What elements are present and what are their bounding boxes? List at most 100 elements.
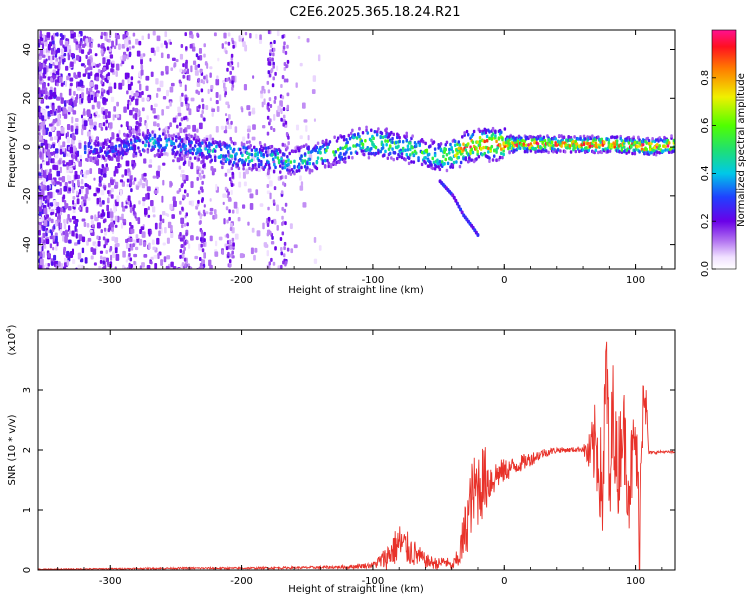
- heatmap-cell: [215, 144, 218, 149]
- heatmap-cell: [542, 135, 546, 140]
- heatmap-cell: [176, 157, 181, 163]
- heatmap-cell: [242, 145, 245, 150]
- heatmap-cell: [79, 40, 82, 47]
- heatmap-cell: [268, 261, 272, 266]
- heatmap-cell: [281, 221, 284, 226]
- page-title: C2E6.2025.365.18.24.R21: [289, 5, 460, 20]
- heatmap-cell: [72, 145, 76, 152]
- heatmap-cell: [448, 151, 451, 155]
- heatmap-cell: [311, 89, 316, 95]
- heatmap-cell: [208, 144, 211, 149]
- heatmap-cell: [99, 201, 103, 207]
- heatmap-cell: [276, 156, 280, 160]
- heatmap-cell: [248, 140, 251, 144]
- heatmap-cell: [165, 42, 168, 49]
- heatmap-cell: [414, 151, 418, 155]
- heatmap-cell: [200, 229, 204, 234]
- heatmap-cell: [476, 140, 479, 144]
- heatmap-cell: [189, 43, 193, 49]
- heatmap-cell: [55, 189, 60, 193]
- heatmap-cell: [109, 54, 114, 59]
- snr-y-label: SNR (10 * v/v): [7, 414, 18, 485]
- heatmap-cell: [45, 94, 48, 100]
- heatmap-cell: [90, 255, 94, 260]
- heatmap-cell: [156, 114, 160, 120]
- heatmap-cell: [105, 119, 109, 124]
- heatmap-cell: [308, 168, 312, 172]
- heatmap-cell: [284, 120, 288, 125]
- heatmap-cell: [280, 251, 283, 256]
- heatmap-cell: [375, 132, 379, 137]
- heatmap-cell: [633, 140, 637, 145]
- heatmap-cell: [105, 249, 108, 254]
- heatmap-cell: [59, 187, 63, 195]
- heatmap-cell: [97, 104, 101, 109]
- heatmap-cell: [199, 69, 203, 74]
- heatmap-cell: [42, 178, 47, 185]
- heatmap-cell: [223, 218, 226, 225]
- heatmap-cell: [439, 142, 443, 146]
- heatmap-cell: [269, 118, 272, 123]
- heatmap-cell: [313, 118, 316, 122]
- heatmap-cell: [101, 209, 105, 214]
- heatmap-cell: [78, 235, 83, 241]
- heatmap-cell: [199, 175, 202, 181]
- heatmap-cell: [280, 157, 283, 161]
- heatmap-cell: [110, 187, 114, 193]
- heatmap-cell: [53, 254, 57, 261]
- heatmap-cell: [179, 248, 183, 253]
- heatmap-cell: [641, 142, 645, 147]
- heatmap-cell: [260, 153, 263, 158]
- heatmap-cell: [119, 163, 122, 168]
- heatmap-cell: [121, 43, 126, 49]
- heatmap-cell: [203, 75, 206, 80]
- heatmap-cell: [188, 108, 192, 116]
- heatmap-cell: [46, 185, 50, 192]
- heatmap-cell: [295, 169, 299, 173]
- heatmap-cell: [247, 221, 250, 226]
- heatmap-cell: [664, 148, 667, 152]
- heatmap-cell: [153, 190, 158, 195]
- heatmap-cell: [50, 218, 54, 224]
- colorbar-gradient: [711, 29, 737, 270]
- heatmap-cell: [377, 151, 380, 155]
- heatmap-cell: [557, 134, 561, 138]
- heatmap-cell: [99, 255, 103, 260]
- heatmap-cell: [203, 117, 206, 122]
- heatmap-cell: [153, 144, 157, 149]
- heatmap-cell: [430, 163, 433, 167]
- heatmap-cell: [200, 243, 203, 248]
- heatmap-cell: [323, 158, 327, 163]
- heatmap-cell: [89, 168, 93, 174]
- heatmap-cell: [52, 69, 57, 74]
- heatmap-cell: [128, 101, 132, 106]
- heatmap-cell: [40, 167, 43, 174]
- heatmap-cell: [211, 112, 214, 117]
- heatmap-cell: [83, 108, 86, 115]
- heatmap-cell: [146, 150, 150, 154]
- heatmap-cell: [195, 53, 199, 58]
- heatmap-cell: [130, 76, 134, 81]
- heatmap-cell: [251, 163, 255, 168]
- heatmap-cell: [104, 218, 107, 223]
- heatmap-cell: [60, 97, 64, 104]
- heatmap-cell: [420, 162, 424, 167]
- heatmap-cell: [276, 204, 279, 212]
- heatmap-cell: [120, 139, 124, 144]
- heatmap-cell: [169, 203, 173, 210]
- heatmap-cell: [105, 142, 108, 147]
- heatmap-cell: [145, 193, 148, 200]
- heatmap-cell: [431, 166, 434, 171]
- heatmap-cell: [103, 227, 107, 232]
- heatmap-cell: [253, 145, 256, 150]
- heatmap-cell: [175, 58, 179, 63]
- heatmap-cell: [100, 70, 103, 75]
- heatmap-cell: [283, 143, 287, 148]
- heatmap-cell: [62, 58, 65, 65]
- heatmap-cell: [63, 257, 68, 264]
- heatmap-cell: [490, 144, 494, 149]
- heatmap-cell: [138, 122, 142, 127]
- heatmap-cell: [345, 144, 348, 148]
- heatmap-cell: [365, 125, 368, 130]
